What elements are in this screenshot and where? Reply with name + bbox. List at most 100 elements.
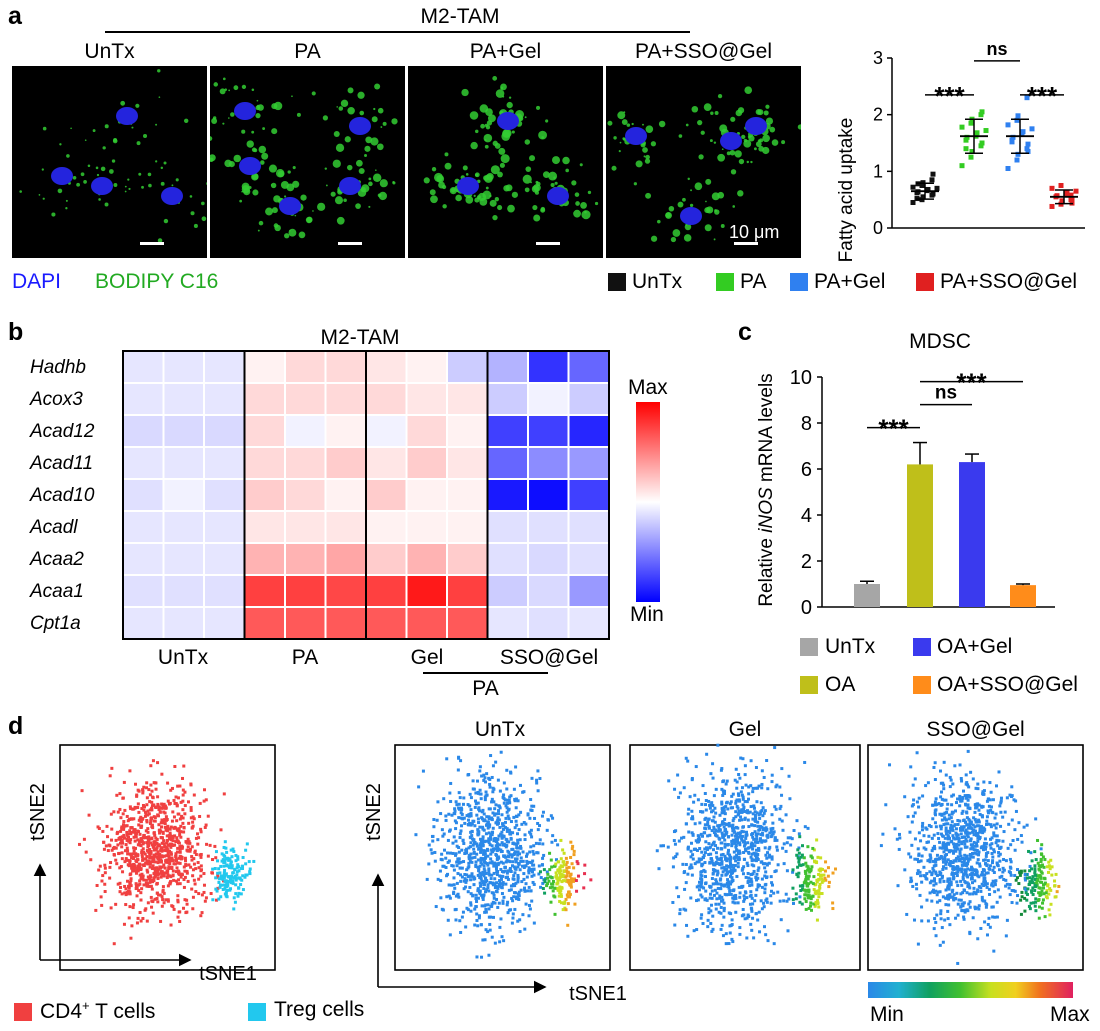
bar-sig-label: ***	[878, 414, 909, 444]
tsne-point	[575, 889, 579, 893]
tsne-point	[1034, 900, 1038, 904]
tsne-point	[465, 851, 469, 855]
tsne-point	[224, 885, 228, 889]
tsne-point	[823, 876, 827, 880]
tsne-point	[731, 896, 735, 900]
tsne-point	[202, 883, 206, 887]
tsne-point	[686, 759, 690, 763]
tsne-point	[234, 892, 238, 896]
tsne-point	[1026, 887, 1030, 891]
tsne-point	[459, 879, 463, 883]
tsne-point	[1028, 864, 1032, 868]
tsne-point	[803, 893, 807, 897]
tsne-point	[712, 831, 716, 835]
tsne-point	[542, 868, 546, 872]
tsne-point	[1039, 865, 1043, 869]
tsne-point	[142, 878, 146, 882]
tsne-point	[179, 875, 183, 879]
tsne-point	[165, 839, 169, 843]
tsne-point	[234, 859, 238, 863]
tsne-point	[137, 818, 141, 822]
tsne-point	[740, 834, 744, 838]
tsne-point	[763, 874, 767, 878]
tsne-point	[149, 895, 153, 899]
tsne-point	[232, 850, 236, 854]
tsne-point	[144, 878, 148, 882]
tsne-point	[133, 866, 137, 870]
heatmap-cell	[446, 382, 489, 416]
tsne-point	[155, 866, 159, 870]
tsne-point	[223, 860, 227, 864]
tsne-point	[500, 841, 504, 845]
tsne-point	[807, 882, 811, 886]
tsne-point	[977, 803, 981, 807]
tsne-point	[473, 907, 477, 911]
tsne-point	[723, 883, 727, 887]
tsne-point	[913, 777, 917, 781]
tsne-point	[162, 863, 166, 867]
tsne-point	[792, 829, 796, 833]
bar-ytick-label: 8	[801, 413, 812, 435]
tsne-point	[446, 838, 450, 842]
tsne-point	[548, 868, 552, 872]
fa-point	[979, 140, 985, 146]
tsne-point	[949, 883, 953, 887]
tsne-point	[736, 901, 740, 905]
tsne-point	[695, 899, 699, 903]
tsne-point	[916, 869, 920, 873]
tsne-point	[720, 811, 724, 815]
tsne-point	[932, 869, 936, 873]
tsne-point	[453, 908, 457, 912]
tsne-point	[1027, 883, 1031, 887]
tsne-point	[763, 883, 767, 887]
tsne-point	[472, 875, 476, 879]
tsne-point	[980, 898, 984, 902]
tsne-point	[181, 816, 185, 820]
fa-point	[930, 171, 936, 177]
tsne-point	[141, 803, 145, 807]
tsne-point	[176, 784, 180, 788]
tsne-point	[144, 881, 148, 885]
tsne-point	[1008, 871, 1012, 875]
tsne-point	[915, 800, 919, 804]
tsne-point	[989, 790, 993, 794]
tsne-point	[211, 867, 215, 871]
tsne-point	[762, 901, 766, 905]
tsne-point	[483, 795, 487, 799]
tsne-point	[158, 831, 162, 835]
tsne-point	[740, 837, 744, 841]
tsne-point	[541, 887, 545, 891]
tsne-point	[982, 792, 986, 796]
tsne-point	[753, 810, 757, 814]
tsne-point	[942, 865, 946, 869]
tsne-point	[144, 812, 148, 816]
tsne-point	[229, 878, 233, 882]
tsne-point	[501, 861, 505, 865]
heatmap-cell	[486, 414, 529, 448]
tsne-point	[560, 873, 564, 877]
tsne-point	[729, 874, 733, 878]
tsne-point	[710, 859, 714, 863]
tsne-point	[959, 905, 963, 909]
tsne-point	[935, 803, 939, 807]
tsne-point	[807, 894, 811, 898]
tsne-point	[935, 857, 939, 861]
tsne-point	[745, 809, 749, 813]
tsne-point	[1044, 891, 1048, 895]
tsne-point	[969, 873, 973, 877]
tsne-point	[114, 838, 118, 842]
tsne-point	[215, 889, 219, 893]
tsne-point	[541, 856, 545, 860]
tsne-point	[759, 837, 763, 841]
tsne-point	[817, 905, 821, 909]
nucleus	[720, 132, 742, 150]
tsne-point	[976, 888, 980, 892]
tsne-point	[163, 871, 167, 875]
tsne-point	[168, 833, 172, 837]
tsne-point	[796, 865, 800, 869]
tsne-point	[479, 848, 483, 852]
tsne-point	[711, 809, 715, 813]
fa-point	[1073, 188, 1079, 194]
tsne-point	[185, 869, 189, 873]
tsne-point	[730, 923, 734, 927]
